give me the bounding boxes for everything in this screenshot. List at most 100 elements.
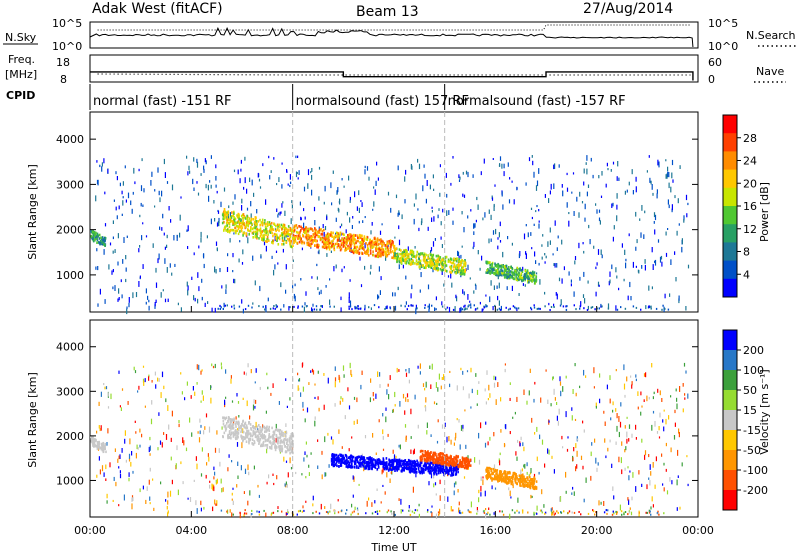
echo-cell-0 <box>254 441 256 444</box>
noise-cell <box>344 266 345 268</box>
noise-cell <box>652 286 653 289</box>
noise-cell <box>285 378 286 381</box>
noise-cell <box>571 192 572 194</box>
noise-cell <box>512 286 513 291</box>
noise-cell <box>459 180 460 183</box>
noise-cell <box>236 393 237 397</box>
noise-cell <box>470 406 471 408</box>
noise-cell <box>596 292 597 297</box>
noise-cell <box>433 241 434 247</box>
noise-cell <box>553 253 554 255</box>
ground-cell <box>510 308 511 310</box>
noise-cell <box>197 299 198 304</box>
echo-cell-1 <box>393 461 395 464</box>
noise-cell <box>333 171 334 174</box>
noise-cell <box>155 268 156 273</box>
noise-cell <box>550 228 551 233</box>
echo-cell-2 <box>446 264 448 267</box>
noise-cell <box>295 156 296 159</box>
noise-cell <box>661 262 662 267</box>
noise-cell <box>373 186 374 188</box>
noise-cell <box>492 485 493 489</box>
echo-cell-1 <box>321 238 323 241</box>
noise-cell <box>167 181 168 184</box>
noise-cell <box>611 169 612 172</box>
echo-cell-0 <box>243 439 245 442</box>
ground-cell <box>378 306 379 308</box>
noise-cell <box>231 460 232 462</box>
echo-cell-2 <box>418 258 420 261</box>
noise-cell <box>599 373 600 377</box>
ground-cell <box>400 305 401 307</box>
echo-cell-1 <box>368 466 370 469</box>
noise-cell <box>415 395 416 400</box>
noise-cell <box>406 301 407 304</box>
noise-cell <box>149 497 150 501</box>
echo-cell-3 <box>507 273 509 276</box>
noise-cell <box>674 251 675 255</box>
noise-cell <box>415 246 416 249</box>
noise-cell <box>371 307 372 310</box>
echo-cell-0 <box>246 440 248 443</box>
noise-cell <box>510 398 511 401</box>
echo-cell-1 <box>413 461 415 464</box>
noise-cell <box>324 405 325 410</box>
echo-cell-1 <box>326 246 328 249</box>
noise-cell <box>627 417 628 419</box>
noise-cell <box>372 209 373 211</box>
noise-cell <box>645 265 646 271</box>
ground-cell <box>580 305 581 307</box>
noise-cell <box>537 506 538 511</box>
noise-cell <box>159 197 160 202</box>
noise-cell <box>586 162 587 165</box>
echo-cell-3 <box>529 274 531 277</box>
nave-tick-high: 60 <box>708 56 722 69</box>
noise-cell <box>365 216 366 218</box>
ground-cell <box>664 308 665 310</box>
noise-cell <box>284 211 285 216</box>
noise-cell <box>542 440 543 445</box>
noise-cell <box>654 212 655 217</box>
noise-cell <box>150 468 151 472</box>
noise-cell <box>499 283 500 289</box>
echo-cell-3 <box>496 264 498 267</box>
noise-cell <box>486 370 487 375</box>
echo-cell-1 <box>442 468 444 471</box>
echo-cell-0 <box>282 448 284 451</box>
noise-cell <box>159 227 160 230</box>
noise-cell <box>379 419 380 422</box>
noise-cell <box>462 194 463 197</box>
echo-cell-0 <box>286 446 288 449</box>
echo-cell-1 <box>304 232 306 235</box>
noise-cell <box>191 277 192 280</box>
noise-cell <box>331 251 332 253</box>
echo-cell-1 <box>365 465 367 468</box>
noise-cell <box>668 172 669 177</box>
noise-cell <box>536 205 537 207</box>
noise-cell <box>405 170 406 175</box>
noise-cell <box>583 242 584 244</box>
echo-cell-0 <box>233 420 235 423</box>
noise-cell <box>265 513 266 517</box>
echo-cell-0 <box>230 437 232 440</box>
echo-cell-0 <box>275 447 277 450</box>
noise-cell <box>423 383 424 387</box>
noise-cell <box>391 472 392 474</box>
noise-cell <box>537 457 538 462</box>
noise-cell <box>350 363 351 368</box>
echo-cell-0 <box>289 442 291 445</box>
echo-cell-1 <box>415 468 417 471</box>
noise-cell <box>489 393 490 398</box>
echo-cell-0 <box>247 427 249 430</box>
noise-cell <box>301 473 302 475</box>
noise-cell <box>636 437 637 440</box>
noise-cell <box>545 261 546 263</box>
noise-cell <box>302 505 303 508</box>
echo-cell-1 <box>352 466 354 469</box>
noise-cell <box>232 493 233 496</box>
noise-cell <box>272 256 273 259</box>
echo-cell-0 <box>258 442 260 445</box>
noise-cell <box>394 392 395 397</box>
noise-cell <box>238 415 239 418</box>
noise-cell <box>279 401 280 405</box>
